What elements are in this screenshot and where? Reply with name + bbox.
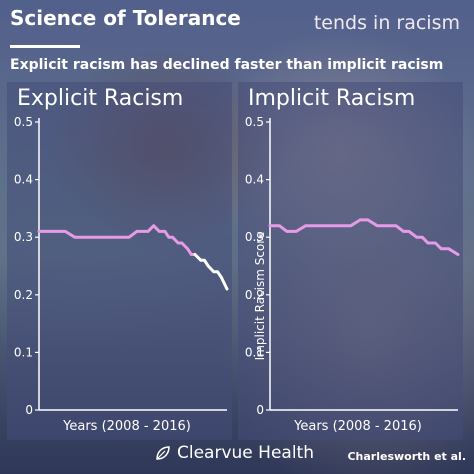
y-tick-label: 0.1 bbox=[14, 345, 33, 359]
implicit-racism-panel: Implicit Racism 0 0.1 0.2 0.3 0.4 0.5 Implicit… bbox=[238, 82, 463, 440]
series-line-pink bbox=[268, 218, 460, 256]
series-line-pink bbox=[37, 224, 197, 256]
y-tick-label: 0.1 bbox=[245, 345, 264, 359]
page-subtitle: Explicit racism has declined faster than… bbox=[10, 57, 444, 73]
implicit-chart-title: Implicit Racism bbox=[248, 86, 416, 111]
y-tick-label: 0 bbox=[25, 403, 33, 417]
implicit-racism-chart: 0 0.1 0.2 0.3 0.4 0.5 Implicit Racism Score Yea… bbox=[245, 115, 460, 434]
explicit-racism-chart: 0 0.1 0.2 0.3 0.4 0.5 Years (2008 - 2016) bbox=[14, 115, 229, 434]
y-tick-label: 0.4 bbox=[245, 173, 264, 187]
y-tick-label: 0.2 bbox=[245, 288, 264, 302]
y-tick-label: 0.3 bbox=[245, 230, 264, 244]
brand-name: Clearvue Health bbox=[177, 443, 314, 463]
y-tick-label: 0.2 bbox=[14, 288, 33, 302]
page-title: Science of Tolerance bbox=[10, 6, 241, 30]
y-axis-label: Implicit Racism Score bbox=[253, 232, 267, 361]
explicit-chart-title: Explicit Racism bbox=[17, 86, 184, 111]
x-axis-label: Years (2008 - 2016) bbox=[62, 419, 191, 434]
source-credit: Charlesworth et al. bbox=[347, 450, 466, 463]
x-axis-label: Years (2008 - 2016) bbox=[293, 419, 422, 434]
y-tick-label: 0.5 bbox=[245, 115, 264, 129]
title-underline bbox=[10, 45, 80, 48]
explicit-racism-panel: Explicit Racism 0 0.1 0.2 0.3 0.4 0.5 Years (2… bbox=[7, 82, 232, 440]
brand-logo: Clearvue Health bbox=[155, 443, 314, 463]
brand-leaf-icon bbox=[156, 446, 170, 460]
header-right-text: tends in racism bbox=[313, 12, 460, 34]
y-tick-label: 0.5 bbox=[14, 115, 33, 129]
y-tick-label: 0.4 bbox=[14, 173, 33, 187]
series-line-white bbox=[193, 253, 229, 291]
y-tick-label: 0 bbox=[256, 403, 264, 417]
y-tick-label: 0.3 bbox=[14, 230, 33, 244]
